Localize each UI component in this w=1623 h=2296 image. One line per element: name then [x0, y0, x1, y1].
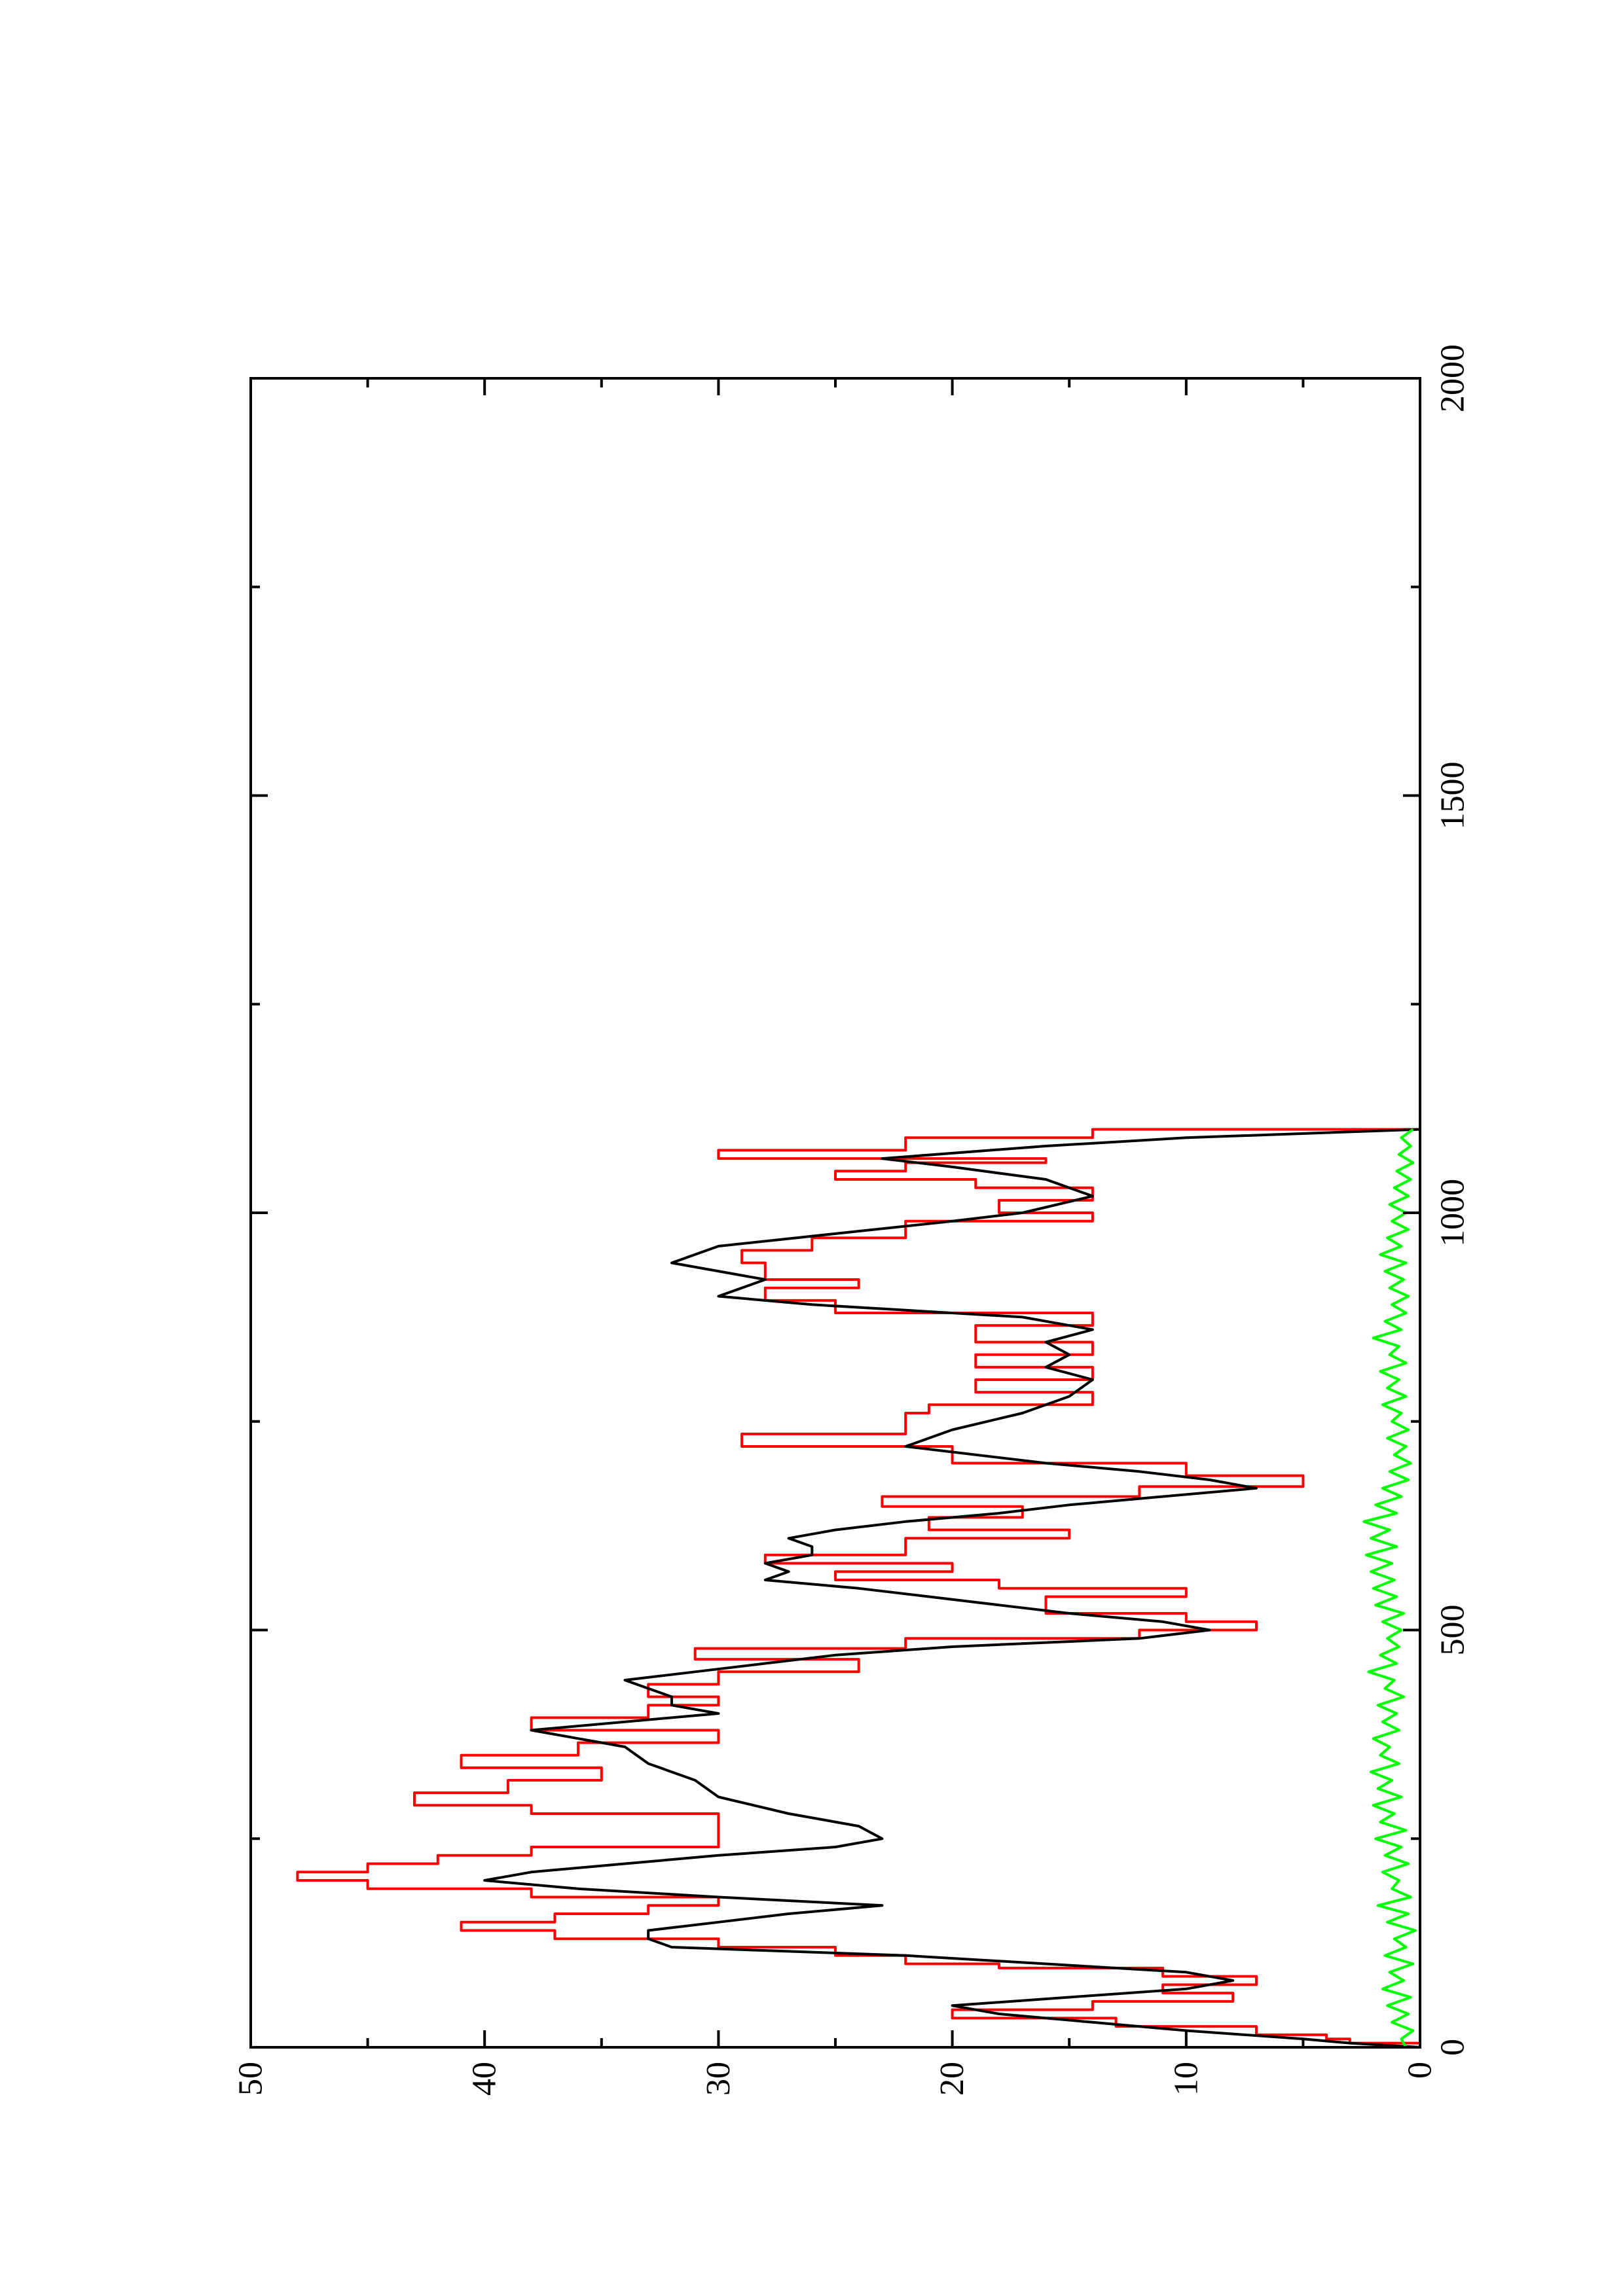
y-tick-label: 0 — [1402, 2062, 1439, 2079]
series-line-1 — [296, 1128, 1421, 2047]
x-tick-label: 2000 — [1434, 344, 1472, 412]
y-tick-label: 20 — [934, 2062, 971, 2096]
x-tick-label: 500 — [1434, 1605, 1472, 1656]
tick-labels: 0 500 1000 1500 2000 0 10 20 30 40 50 — [232, 344, 1472, 2096]
series-line-3 — [1362, 1128, 1417, 2048]
y-tick-label: 10 — [1167, 2062, 1205, 2096]
x-tick-label: 1000 — [1434, 1179, 1472, 1247]
y-tick-label: 40 — [466, 2062, 503, 2096]
y-tick-label: 30 — [700, 2062, 737, 2096]
x-tick-label: 1500 — [1434, 762, 1472, 830]
tick-marks — [249, 377, 1421, 2049]
plot-frame — [249, 377, 1421, 2049]
y-tick-label: 50 — [232, 2062, 270, 2096]
series-lines — [296, 1128, 1421, 2049]
x-tick-label: 0 — [1434, 2039, 1472, 2056]
series-line-2 — [483, 1128, 1421, 2049]
